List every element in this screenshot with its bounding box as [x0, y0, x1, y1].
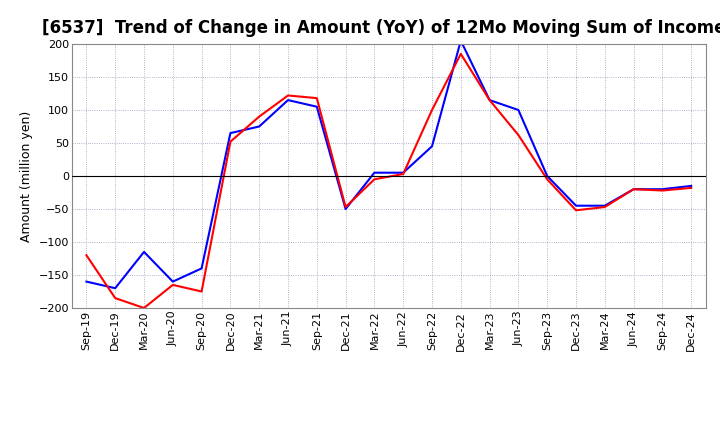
Net Income — [399, 171, 408, 176]
Ordinary Income — [543, 173, 552, 179]
Ordinary Income — [370, 170, 379, 175]
Net Income — [428, 107, 436, 113]
Ordinary Income — [140, 249, 148, 255]
Ordinary Income — [600, 203, 609, 209]
Net Income — [600, 204, 609, 210]
Net Income — [687, 185, 696, 191]
Line: Ordinary Income: Ordinary Income — [86, 40, 691, 288]
Ordinary Income — [168, 279, 177, 284]
Net Income — [514, 132, 523, 138]
Ordinary Income — [312, 104, 321, 110]
Ordinary Income — [572, 203, 580, 209]
Ordinary Income — [284, 97, 292, 103]
Line: Net Income: Net Income — [86, 54, 691, 308]
Ordinary Income — [428, 143, 436, 149]
Net Income — [111, 296, 120, 301]
Ordinary Income — [111, 286, 120, 291]
Net Income — [168, 282, 177, 288]
Net Income — [255, 114, 264, 119]
Net Income — [543, 177, 552, 182]
Net Income — [82, 253, 91, 258]
Net Income — [312, 95, 321, 101]
Title: [6537]  Trend of Change in Amount (YoY) of 12Mo Moving Sum of Incomes: [6537] Trend of Change in Amount (YoY) o… — [42, 19, 720, 37]
Net Income — [341, 204, 350, 210]
Ordinary Income — [255, 124, 264, 129]
Ordinary Income — [629, 187, 638, 192]
Ordinary Income — [226, 131, 235, 136]
Ordinary Income — [399, 170, 408, 175]
Net Income — [658, 188, 667, 193]
Ordinary Income — [456, 38, 465, 43]
Net Income — [197, 289, 206, 294]
Net Income — [629, 187, 638, 192]
Ordinary Income — [514, 107, 523, 113]
Net Income — [485, 97, 494, 103]
Ordinary Income — [485, 97, 494, 103]
Ordinary Income — [658, 187, 667, 192]
Net Income — [226, 139, 235, 144]
Net Income — [140, 305, 148, 311]
Ordinary Income — [341, 206, 350, 212]
Net Income — [284, 93, 292, 98]
Net Income — [572, 208, 580, 213]
Ordinary Income — [82, 279, 91, 284]
Net Income — [370, 177, 379, 182]
Ordinary Income — [687, 183, 696, 188]
Y-axis label: Amount (million yen): Amount (million yen) — [20, 110, 33, 242]
Net Income — [456, 51, 465, 56]
Ordinary Income — [197, 266, 206, 271]
